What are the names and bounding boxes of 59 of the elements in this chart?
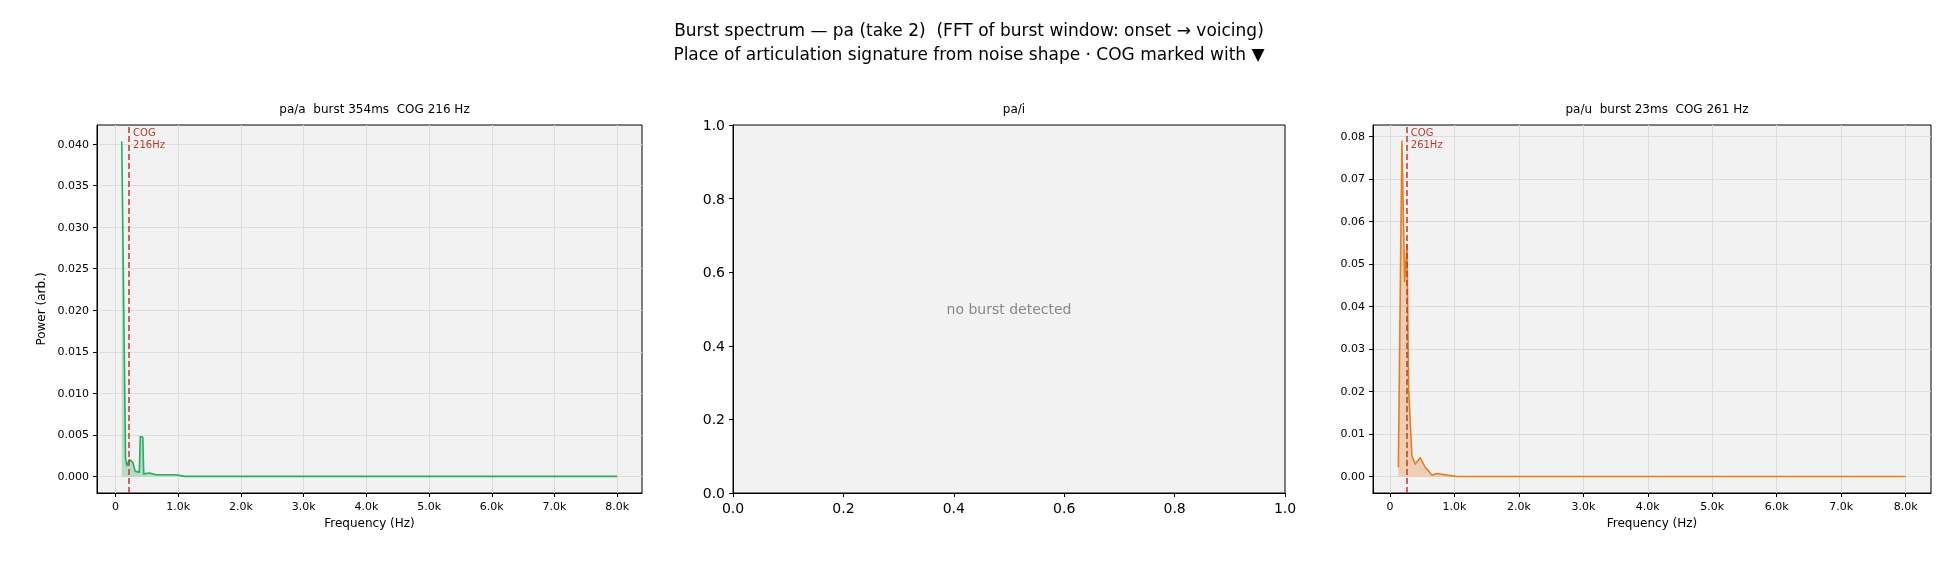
y-tick-label: 0.020 (57, 303, 89, 317)
y-tick-label: 0.0 (702, 485, 725, 501)
y-tick-label: 0.040 (57, 137, 89, 151)
y-tick-label: 0.03 (1340, 342, 1365, 356)
ref-line-label: COG 261Hz (1410, 126, 1443, 150)
text: Burst spectrum — pa (take 2) (FFT of burst window: onset → voicing) (673, 19, 1265, 42)
x-tick-label: 3.0k (291, 500, 317, 513)
y-tick-label: 0.000 (57, 469, 89, 483)
y-tick-label: 0.015 (57, 345, 89, 359)
x-tick-label: 6.0k (479, 500, 505, 513)
x-tick-label: 8.0k (1893, 500, 1919, 513)
x-tick-label: 0.2 (832, 500, 855, 516)
x-tick-label: 0 (1386, 500, 1394, 513)
y-tick-label: 0.030 (57, 220, 89, 234)
y-tick-label: 0.4 (702, 337, 726, 354)
x-tick-label: 1.0k (166, 500, 191, 513)
y-axis-title: Power (arb.) (33, 272, 48, 346)
annotation: no burst detected (946, 301, 1072, 317)
x-tick-label: 5.0k (417, 500, 442, 513)
x-tick-label: 7.0k (1829, 500, 1854, 513)
x-tick-label: 2.0k (229, 500, 254, 513)
x-tick-label: 0.4 (942, 500, 966, 516)
x-tick-label: 2.0k (1506, 500, 1532, 513)
y-tick-label: 0.010 (57, 386, 89, 400)
y-tick-label: 0.005 (57, 428, 89, 442)
y-tick-label: 0.8 (702, 190, 725, 207)
chart-title: pa/u burst 23ms COG 261 Hz (1565, 102, 1749, 116)
x-tick-label: 1.0 (1273, 500, 1297, 516)
y-tick-label: 0.02 (1340, 384, 1365, 398)
x-tick-label: 5.0k (1700, 500, 1725, 513)
x-tick-label: 7.0k (542, 500, 568, 513)
x-tick-label: 0.0 (721, 500, 745, 516)
x-tick-label: 1.0k (1442, 500, 1467, 513)
y-tick-label: 0.06 (1340, 214, 1365, 228)
x-tick-label: 0 (112, 500, 119, 513)
y-tick-label: 0.05 (1340, 257, 1365, 271)
text: Place of articulation signature from noise shape · COG marked with ▼ (672, 43, 1266, 66)
x-axis-title: Frequency (Hz) (1606, 516, 1698, 530)
x-tick-label: 6.0k (1764, 500, 1790, 513)
x-tick-label: 0.6 (1053, 500, 1076, 516)
ref-line-label: COG 216Hz (133, 126, 165, 150)
y-tick-label: 0.08 (1340, 129, 1365, 143)
y-tick-label: 1.0 (702, 117, 725, 133)
y-tick-label: 0.025 (57, 262, 89, 276)
y-tick-label: 0.6 (702, 264, 726, 281)
x-axis-title: Frequency (Hz) (324, 516, 415, 530)
chart-title: pa/i (1002, 102, 1026, 116)
chart-title: pa/a burst 354ms COG 216 Hz (279, 102, 470, 116)
x-tick-label: 4.0k (1635, 500, 1661, 513)
y-tick-label: 0.04 (1340, 299, 1365, 313)
x-tick-label: 3.0k (1571, 500, 1596, 513)
y-tick-label: 0.035 (57, 179, 89, 193)
x-tick-label: 4.0k (354, 500, 379, 513)
x-tick-label: 0.8 (1163, 500, 1186, 516)
y-tick-label: 0.01 (1340, 427, 1365, 441)
y-tick-label: 0.2 (702, 411, 725, 428)
y-tick-label: 0.07 (1340, 172, 1365, 186)
x-tick-label: 8.0k (605, 500, 630, 513)
y-tick-label: 0.00 (1340, 469, 1365, 483)
